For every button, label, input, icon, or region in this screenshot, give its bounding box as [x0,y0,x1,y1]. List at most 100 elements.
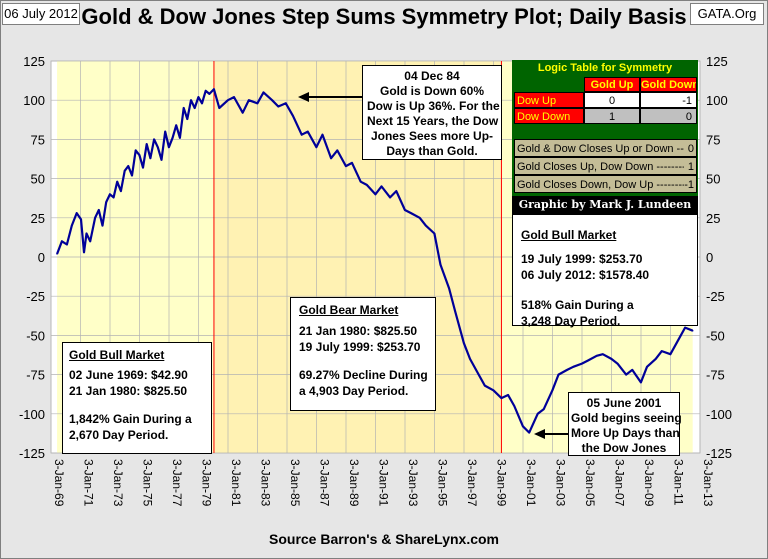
data-point [448,287,450,290]
data-point [330,157,332,160]
data-point [610,358,613,360]
logic-col-header: Gold Up [584,77,640,92]
data-point [374,193,377,196]
data-point [277,105,280,108]
data-point [321,133,324,136]
data-point [351,162,353,164]
data-point [94,217,96,219]
jun01-arrowhead [534,429,545,439]
data-point [336,149,339,152]
data-point [669,353,672,356]
data-point [389,196,391,199]
data-point [213,88,215,91]
logic-cell-value: -1 [640,92,697,108]
y-tick-label: 25 [706,211,720,226]
data-point [80,218,82,221]
bear-line: a 4,903 Day Period. [299,384,409,398]
x-tick-label: 3-Jan-73 [111,459,125,507]
bull1-line: 02 June 1969: $42.90 [69,368,188,382]
data-point [365,184,368,186]
source-footer: Source Barron's & ShareLynx.com [269,531,499,547]
x-tick-label: 3-Jan-85 [288,459,302,507]
logic-col-header: Gold Down [640,77,697,92]
data-point [168,146,170,149]
bull1-heading: Gold Bull Market [69,348,165,362]
y-tick-label: 125 [706,54,728,69]
bear-line: 69.27% Decline During [299,368,428,382]
bull-market-2-note: Gold Bull Market 19 July 1999: $253.70 0… [512,214,698,328]
data-point [149,157,152,160]
x-tick-label: 3-Jan-01 [524,459,538,507]
data-point [241,111,244,114]
data-point [631,369,634,371]
data-point [142,166,144,169]
x-tick-label: 3-Jan-09 [642,459,656,507]
data-point [201,102,203,105]
y-axis-left-labels: -125 -100 -75 -50 -25 0 25 50 75 100 125 [19,54,45,461]
logic-corner-cell [514,77,584,92]
x-tick-label: 3-Jan-05 [583,459,597,507]
dec84-arrowhead [298,92,309,102]
data-point [433,232,436,235]
data-point [418,217,421,219]
data-point [507,394,509,396]
data-point [654,358,657,360]
bull1-line: 2,670 Day Period. [69,428,169,442]
y-tick-label: 75 [31,132,45,147]
dec84-note: 04 Dec 84 Gold is Down 60% Dow is Up 36%… [362,65,502,160]
x-tick-label: 3-Jan-79 [199,459,213,507]
logic-row-label: Dow Up [514,92,584,108]
data-point [256,102,259,105]
site-label: GATA.Org [690,3,764,25]
jun01-line: the Dow Jones [581,441,667,455]
annotation-arrows [298,92,568,439]
x-tick-label: 3-Jan-93 [406,459,420,507]
jun01-line: 05 June 2001 [586,396,662,410]
data-point [208,93,211,95]
y-tick-label: 0 [706,250,713,265]
y-tick-label: -125 [706,446,732,461]
data-point [522,425,524,428]
bull2-line: 3,248 Day Period. [521,314,621,328]
date-label: 06 July 2012 [2,3,80,25]
logic-cell-value: 0 [640,108,697,124]
y-tick-label: -100 [19,407,45,422]
data-point [127,165,130,167]
data-point [404,209,406,211]
data-point [675,342,678,345]
data-point [175,124,178,127]
series-line-group [56,88,694,434]
x-tick-label: 3-Jan-71 [81,459,95,507]
data-point [247,99,250,101]
bull2-line: 19 July 1999: $253.70 [521,252,643,266]
dec84-line: Gold is Down 60% [379,84,484,98]
data-point [483,384,486,387]
x-tick-label: 3-Jan-69 [52,459,66,507]
y-tick-label: -100 [706,407,732,422]
dec84-line: Next 15 Years, the Dow [367,114,499,128]
data-point [625,373,627,376]
y-tick-label: 25 [31,211,45,226]
data-point [70,224,73,227]
data-point [262,91,265,94]
x-tick-label: 3-Jan-03 [553,459,567,507]
data-point [75,212,78,214]
y-tick-label: -25 [706,289,725,304]
data-point [157,146,159,149]
data-point [66,243,68,246]
data-point [112,196,115,199]
data-point [134,149,137,152]
data-point [424,224,427,227]
x-tick-label: 3-Jan-77 [170,459,184,507]
x-axis-labels: 3-Jan-69 3-Jan-71 3-Jan-73 3-Jan-75 3-Jan-77… [52,459,715,507]
logic-table-title: Logic Table for Symmetry [537,62,673,74]
data-point [439,264,442,266]
data-point [105,201,108,203]
x-tick-label: 3-Jan-83 [258,459,272,507]
logic-rule-label: Gold Closes Up, Dow Down ---------: [514,157,684,175]
data-point [193,107,196,109]
data-point [153,138,155,141]
x-tick-label: 3-Jan-95 [435,459,449,507]
data-point [233,96,235,98]
data-point [463,342,465,345]
